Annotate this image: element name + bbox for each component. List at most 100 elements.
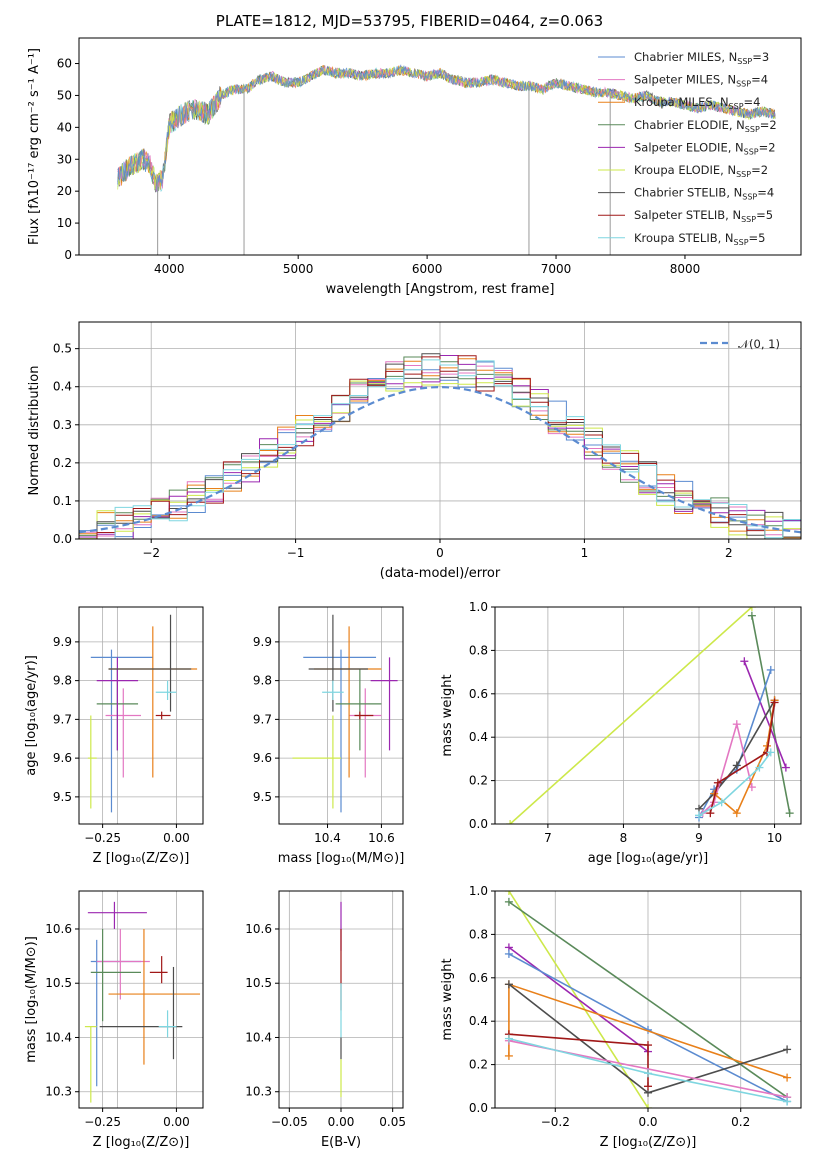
x-axis-label: E(B-V): [321, 1135, 361, 1150]
x-axis-label: wavelength [Angstrom, rest frame]: [326, 282, 555, 297]
panel-0: 4000 5000 6000 7000 8000 0 10 20 30 40 50 60 wavelen…: [27, 37, 802, 297]
y-tick-label: 10.3: [45, 1085, 72, 1099]
panel-6: −0.05 0.00 0.05 10.3 10.4 10.5 10.6 E(B-V): [245, 890, 406, 1150]
y-tick-label: 9.5: [253, 790, 272, 804]
y-tick-label: 0.4: [53, 380, 72, 394]
x-tick-label: 0.05: [379, 1115, 406, 1129]
y-tick-label: 0.6: [469, 971, 488, 985]
x-tick-label: 0.2: [731, 1115, 750, 1129]
y-tick-label: 0.0: [53, 532, 72, 546]
x-axis-label: Z [log₁₀(Z/Z⊙)]: [93, 851, 190, 866]
legend-label: Chabrier STELIB, NSSP=4: [634, 186, 774, 202]
legend-label: Salpeter STELIB, NSSP=5: [634, 208, 773, 224]
y-axis-label: Flux [fλ10⁻¹⁷ erg cm⁻² s⁻¹ A⁻¹]: [27, 48, 42, 245]
x-tick-label: 0.00: [163, 831, 190, 845]
x-tick-label: −0.05: [271, 1115, 308, 1129]
x-tick-label: 6000: [412, 262, 443, 276]
x-tick-label: −0.25: [84, 1115, 121, 1129]
series-group: [506, 607, 794, 824]
x-tick-label: 0.0: [638, 1115, 657, 1129]
x-tick-label: 0: [436, 546, 444, 560]
series-line: [508, 946, 649, 1053]
y-tick-label: 10.5: [245, 976, 272, 990]
x-tick-label: −2: [142, 546, 160, 560]
x-tick-label: −0.25: [84, 831, 121, 845]
x-tick-label: 4000: [154, 262, 185, 276]
y-tick-label: 9.7: [53, 712, 72, 726]
legend-label: Chabrier ELODIE, NSSP=2: [634, 118, 777, 134]
plot-frame: [494, 606, 802, 825]
x-tick-label: 8: [620, 831, 628, 845]
x-tick-label: 7000: [541, 262, 572, 276]
series-line: [509, 607, 753, 824]
x-tick-label: 8000: [670, 262, 701, 276]
plot-frame: [78, 606, 204, 825]
legend-label: Kroupa STELIB, NSSP=5: [634, 231, 765, 247]
series-line: [698, 699, 776, 810]
gaussian-curve: [78, 385, 802, 534]
y-tick-label: 10.3: [245, 1085, 272, 1099]
legend-label: Salpeter ELODIE, NSSP=2: [634, 140, 776, 156]
y-tick-label: 0: [64, 248, 72, 262]
y-tick-label: 9.8: [53, 674, 72, 688]
y-tick-label: 0.0: [469, 1101, 488, 1115]
panel-4: 7 8 9 10 0.0 0.2 0.4 0.6 0.8 1.0 age [log₁₀(age/yr…: [440, 600, 802, 866]
x-axis-label: age [log₁₀(age/yr)]: [588, 851, 709, 866]
histogram-step: [79, 359, 801, 540]
plot-frame: [78, 890, 204, 1109]
y-tick-label: 0.2: [53, 456, 72, 470]
y-tick-label: 20: [57, 184, 72, 198]
x-tick-label: −1: [287, 546, 305, 560]
y-axis-label: mass [log₁₀(M/M⊙)]: [24, 936, 39, 1063]
panel-1: −2 −1 0 1 2 0.0 0.1 0.2 0.3 0.4 0.5 (data-model)/er…: [27, 321, 802, 581]
y-tick-label: 9.9: [253, 635, 272, 649]
y-axis-label: mass weight: [440, 674, 455, 756]
y-tick-label: 1.0: [469, 600, 488, 614]
y-tick-label: 10.6: [245, 922, 272, 936]
series-line: [698, 669, 772, 818]
y-tick-label: 0.8: [469, 643, 488, 657]
y-tick-label: 0.6: [469, 687, 488, 701]
legend-label: Kroupa MILES, NSSP=4: [634, 95, 760, 111]
plot-frame: [278, 606, 404, 825]
y-tick-label: 0.8: [469, 927, 488, 941]
x-axis-label: Z [log₁₀(Z/Z⊙)]: [93, 1135, 190, 1150]
y-axis-label: mass weight: [440, 958, 455, 1040]
x-tick-label: 10.6: [368, 831, 395, 845]
y-tick-label: 0.3: [53, 418, 72, 432]
page-title: PLATE=1812, MJD=53795, FIBERID=0464, z=0…: [215, 12, 604, 30]
x-tick-label: 0.00: [328, 1115, 355, 1129]
panel-7: −0.2 0.0 0.2 0.0 0.2 0.4 0.6 0.8 1.0 Z [log₁₀(Z/Z…: [440, 884, 802, 1150]
legend-label: Chabrier MILES, NSSP=3: [634, 50, 769, 66]
x-axis-label: (data-model)/error: [380, 566, 501, 581]
y-tick-label: 40: [57, 120, 72, 134]
y-tick-label: 0.2: [469, 1058, 488, 1072]
spectrum-line: [117, 64, 776, 193]
x-tick-label: 9: [695, 831, 703, 845]
x-axis-label: mass [log₁₀(M/M⊙)]: [278, 851, 405, 866]
y-tick-label: 9.7: [253, 712, 272, 726]
legend-label: Kroupa ELODIE, NSSP=2: [634, 163, 768, 179]
y-axis-label: Normed distribution: [27, 366, 42, 496]
x-tick-label: 10.4: [314, 831, 341, 845]
plot-frame: [78, 37, 802, 256]
y-tick-label: 9.5: [53, 790, 72, 804]
y-tick-label: 0.1: [53, 494, 72, 508]
y-tick-label: 60: [57, 57, 72, 71]
y-tick-label: 10.4: [245, 1030, 272, 1044]
y-tick-label: 0.4: [469, 730, 488, 744]
y-tick-label: 9.8: [253, 674, 272, 688]
series-line: [743, 661, 787, 768]
y-tick-label: 10: [57, 216, 72, 230]
x-tick-label: 7: [544, 831, 552, 845]
panel-5: −0.25 0.00 10.3 10.4 10.5 10.6 Z [log₁₀(Z/Z⊙)]…: [24, 890, 204, 1150]
y-tick-label: 9.9: [53, 635, 72, 649]
y-tick-label: 30: [57, 152, 72, 166]
y-tick-label: 10.5: [45, 976, 72, 990]
legend-label: Salpeter MILES, NSSP=4: [634, 73, 768, 89]
y-tick-label: 9.6: [253, 751, 272, 765]
y-tick-label: 10.6: [45, 922, 72, 936]
y-tick-label: 50: [57, 88, 72, 102]
spectrum-line: [117, 65, 776, 190]
